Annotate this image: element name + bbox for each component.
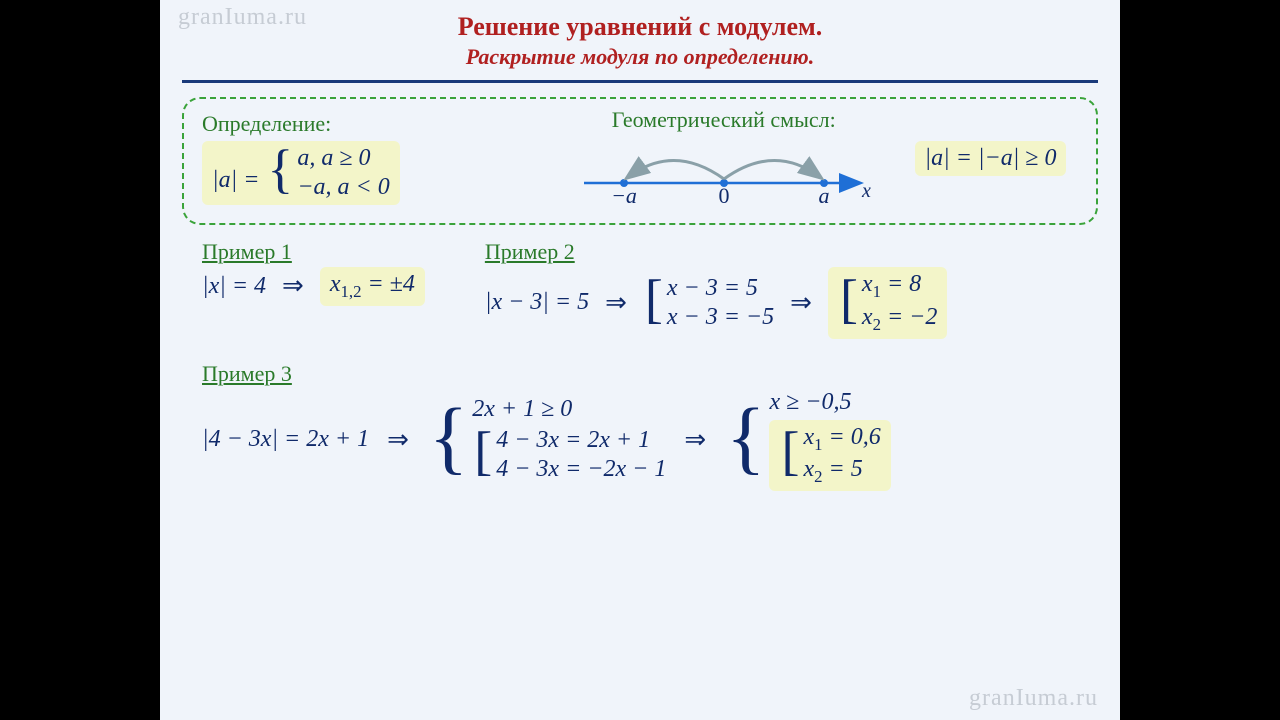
square-bracket-icon: [ bbox=[838, 281, 862, 325]
example-2: Пример 2 |x − 3| = 5 ⇒ [ x − 3 = 5 x − 3… bbox=[485, 239, 948, 343]
number-line-diagram: −a 0 a x bbox=[574, 137, 874, 209]
example-1: Пример 1 |x| = 4 ⇒ x1,2 = ±4 bbox=[202, 239, 425, 310]
ex2-ans-2: x2 = −2 bbox=[862, 304, 937, 335]
ex2-ans-1: x1 = 8 bbox=[862, 271, 937, 302]
square-bracket-icon: [ bbox=[472, 433, 496, 477]
ex3-ans-1: x1 = 0,6 bbox=[803, 424, 880, 455]
horizontal-rule bbox=[182, 80, 1098, 83]
definition-label: Определение: bbox=[202, 111, 545, 137]
arrow-icon: ⇒ bbox=[680, 425, 710, 455]
ex3-eq: |4 − 3x| = 2x + 1 bbox=[202, 426, 369, 453]
ex2-sys-b: x − 3 = −5 bbox=[667, 304, 774, 331]
ex2-sys-a: x − 3 = 5 bbox=[667, 275, 774, 302]
tick-left: −a bbox=[611, 183, 637, 208]
ex2-label: Пример 2 bbox=[485, 239, 948, 265]
watermark-top: granIuma.ru bbox=[178, 4, 307, 31]
arrow-icon: ⇒ bbox=[278, 271, 308, 301]
ex3-answer: [ x1 = 0,6 x2 = 5 bbox=[769, 420, 890, 492]
ex2-system: [ x − 3 = 5 x − 3 = −5 bbox=[643, 275, 774, 331]
page-title: Решение уравнений с модулем. bbox=[174, 12, 1106, 42]
ex3-ans-2: x2 = 5 bbox=[803, 456, 880, 487]
curly-brace-icon: { bbox=[724, 408, 769, 471]
axis-label: x bbox=[861, 180, 871, 202]
ex3-label: Пример 3 bbox=[202, 361, 1094, 387]
examples-row1: Пример 1 |x| = 4 ⇒ x1,2 = ±4 Пример 2 |x… bbox=[202, 239, 1094, 343]
ex1-label: Пример 1 bbox=[202, 239, 425, 265]
definition-box: Определение: |a| = { a, a ≥ 0 −a, a < 0 … bbox=[182, 97, 1098, 225]
ex1-ans: x1,2 = ±4 bbox=[320, 267, 425, 306]
arrow-icon: ⇒ bbox=[601, 288, 631, 318]
ex3-rcond: x ≥ −0,5 bbox=[769, 389, 890, 416]
ex3-cond: 2x + 1 ≥ 0 bbox=[472, 396, 666, 423]
geometry-col: Геометрический смысл: −a 0 bbox=[553, 107, 896, 209]
curly-brace-icon: { bbox=[265, 151, 297, 195]
ex3-inner-system: [ 4 − 3x = 2x + 1 4 − 3x = −2x − 1 bbox=[472, 427, 666, 483]
def-cases: { a, a ≥ 0 −a, a < 0 bbox=[265, 145, 389, 201]
def-case2: −a, a < 0 bbox=[297, 174, 389, 201]
ex3-branch-1: 4 − 3x = 2x + 1 bbox=[496, 427, 666, 454]
ex3-branch-2: 4 − 3x = −2x − 1 bbox=[496, 456, 666, 483]
tick-mid: 0 bbox=[718, 183, 729, 208]
ex3-result-system: { x ≥ −0,5 [ x1 = 0,6 x2 = 5 bbox=[724, 389, 891, 492]
square-bracket-icon: [ bbox=[643, 281, 667, 325]
ex1-eq: |x| = 4 bbox=[202, 273, 266, 300]
identity-col: |a| = |−a| ≥ 0 bbox=[903, 141, 1078, 176]
ex3-outer-system: { 2x + 1 ≥ 0 [ 4 − 3x = 2x + 1 4 − 3x = … bbox=[427, 396, 666, 483]
geometry-label: Геометрический смысл: bbox=[553, 107, 896, 133]
watermark-bottom: granIuma.ru bbox=[969, 685, 1098, 712]
definition-col: Определение: |a| = { a, a ≥ 0 −a, a < 0 bbox=[202, 111, 545, 205]
square-bracket-icon: [ bbox=[779, 433, 803, 477]
slide-page: granIuma.ru granIuma.ru Решение уравнени… bbox=[160, 0, 1120, 720]
def-case1: a, a ≥ 0 bbox=[297, 145, 389, 172]
example-3: Пример 3 |4 − 3x| = 2x + 1 ⇒ { 2x + 1 ≥ … bbox=[202, 361, 1094, 496]
arrow-icon: ⇒ bbox=[383, 425, 413, 455]
ex2-eq: |x − 3| = 5 bbox=[485, 289, 589, 316]
def-lhs: |a| = bbox=[212, 167, 259, 193]
arrow-icon: ⇒ bbox=[786, 288, 816, 318]
page-subtitle: Раскрытие модуля по определению. bbox=[174, 44, 1106, 70]
curly-brace-icon: { bbox=[427, 408, 472, 471]
ex2-answer: [ x1 = 8 x2 = −2 bbox=[828, 267, 947, 339]
definition-formula: |a| = { a, a ≥ 0 −a, a < 0 bbox=[202, 141, 400, 205]
tick-right: a bbox=[818, 183, 829, 208]
abs-identity: |a| = |−a| ≥ 0 bbox=[915, 141, 1067, 176]
examples-area: Пример 1 |x| = 4 ⇒ x1,2 = ±4 Пример 2 |x… bbox=[202, 239, 1094, 495]
